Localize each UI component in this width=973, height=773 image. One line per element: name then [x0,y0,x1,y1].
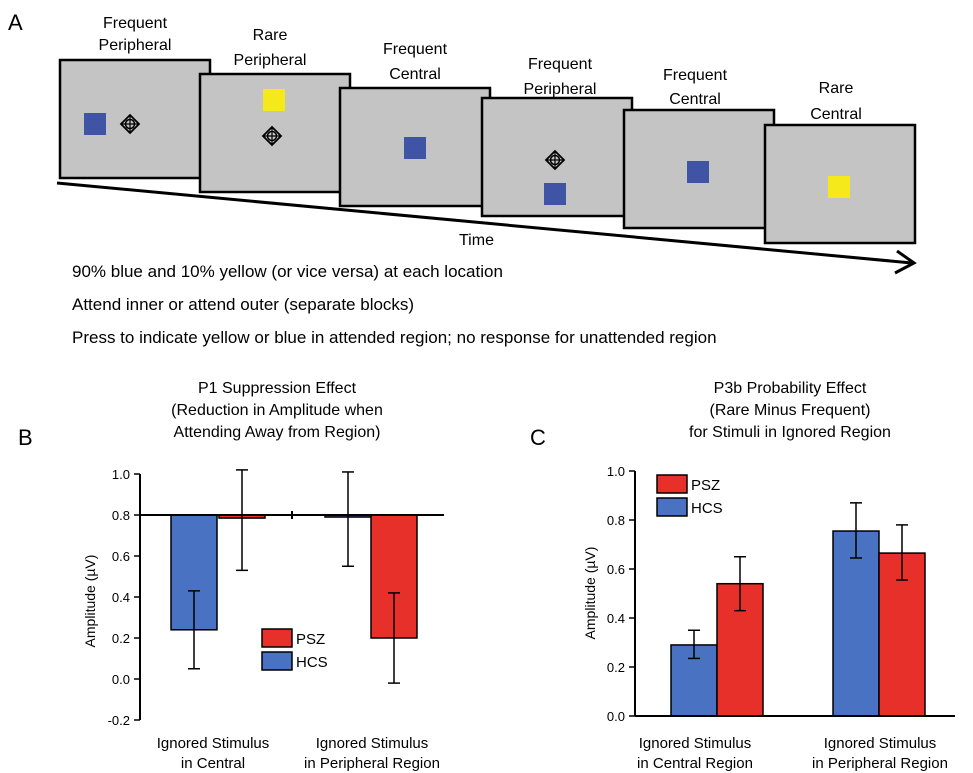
panel-c-ylabel: Amplitude (µV) [582,547,598,640]
bar-hcs [832,530,880,717]
error-bar-hcs [850,502,862,559]
screen-label-3-line-2: Central [389,66,441,83]
panel-c-title-3: for Stimuli in Ignored Region [689,424,891,441]
legend-label-hcs: HCS [296,654,328,671]
blue-square-stimulus [404,137,426,159]
y-tick-label: 0.4 [112,590,130,605]
trial-screen-3 [338,86,492,208]
trial-screen-6 [763,123,917,245]
error-bar-hcs [188,590,200,670]
y-tick-label: 0.8 [607,513,625,528]
y-tick-label: 0.6 [112,549,130,564]
legend-label-psz: PSZ [296,631,325,648]
time-label: Time [459,232,494,249]
error-bar-psz [896,524,908,581]
screen-label-2-line-2: Peripheral [234,52,307,69]
y-tick-label: 1.0 [112,467,130,482]
blue-square-stimulus [687,161,709,183]
y-tick-label: 0.0 [112,672,130,687]
y-tick-label: 0.8 [112,508,130,523]
panel-a-trial-sequence: A FrequentPeripheralRarePeripheralFreque… [8,10,917,347]
panel-c-letter: C [530,425,546,450]
note-1: 90% blue and 10% yellow (or vice versa) … [72,262,503,281]
screen-label-5-line-1: Frequent [663,67,728,84]
panel-b-letter: B [18,425,33,450]
blue-square-stimulus [544,183,566,205]
y-tick-label: 0.2 [607,660,625,675]
screen-frame [622,108,776,230]
yellow-square-stimulus [263,89,285,111]
screen-labels: Frequent Peripheral Rare Peripheral Frequent… [99,15,862,123]
panel-b-title-3: Attending Away from Region) [174,424,381,441]
x-category-label: Ignored Stimulus [157,735,270,752]
legend-swatch-hcs [261,651,293,671]
note-2: Attend inner or attend outer (separate b… [72,295,414,314]
x-category-label: in Peripheral Region [304,755,440,772]
error-bar-psz [236,469,248,572]
panel-b-title-2: (Reduction in Amplitude when [171,402,383,419]
panel-c-plot: 0.0 0.2 0.4 0.6 0.8 1.0 Ignored Stimulus in Cen… [607,464,955,772]
fixation-target-icon [261,125,283,147]
x-category-label: in Peripheral Region [812,755,948,772]
error-bar-hcs [342,471,354,567]
screen-label-3-line-1: Frequent [383,41,448,58]
trial-screen-1 [58,58,212,180]
panel-b-title-1: P1 Suppression Effect [198,380,357,397]
yellow-square-stimulus [828,176,850,198]
error-bar-psz [388,592,400,684]
y-tick-label: 0.0 [607,709,625,724]
note-3: Press to indicate yellow or blue in atte… [72,328,717,347]
panel-c-title-2: (Rare Minus Frequent) [710,402,871,419]
screen-label-6-line-2: Central [810,106,862,123]
legend-swatch-hcs [656,497,688,517]
trial-screen-5 [622,108,776,230]
screen-label-1-line-1: Frequent [103,15,168,32]
screen-label-2-line-1: Rare [253,27,288,44]
x-category-label: in Central Region [637,755,753,772]
panel-b-plot: -0.2 0.0 0.2 0.4 0.6 0.8 1.0 Ignored Stimulus in… [108,467,444,772]
error-bar-psz [734,556,746,612]
screen-label-6-line-1: Rare [819,80,854,97]
fixation-target-icon [544,149,566,171]
panel-b-ylabel: Amplitude (µV) [82,555,98,648]
screen-label-4-line-2: Peripheral [524,81,597,98]
fixation-target-icon [119,113,141,135]
screen-label-1-line-2: Peripheral [99,37,172,54]
trial-screen-4 [480,96,634,218]
legend-swatch-psz [261,628,293,648]
y-tick-label: -0.2 [108,713,130,728]
x-category-label: Ignored Stimulus [824,735,937,752]
panel-c-title-1: P3b Probability Effect [714,380,867,397]
blue-square-stimulus [84,113,106,135]
panel-b-p1-chart: B P1 Suppression Effect (Reduction in Am… [18,380,444,772]
y-tick-label: 0.2 [112,631,130,646]
trial-screen-2 [198,72,352,194]
y-tick-label: 1.0 [607,464,625,479]
y-tick-label: 0.6 [607,562,625,577]
screens-layer [58,58,917,245]
x-category-label: in Central [181,755,245,772]
screen-label-4-line-1: Frequent [528,56,593,73]
screen-label-5-line-2: Central [669,91,721,108]
y-tick-label: 0.4 [607,611,625,626]
x-category-label: Ignored Stimulus [316,735,429,752]
error-bar-hcs [688,629,700,660]
legend-label-psz: PSZ [691,477,720,494]
legend-label-hcs: HCS [691,500,723,517]
panel-c-p3b-chart: C P3b Probability Effect (Rare Minus Fre… [530,380,955,772]
time-arrow-head [894,249,917,275]
x-category-label: Ignored Stimulus [639,735,752,752]
legend-swatch-psz [656,474,688,494]
panel-a-letter: A [8,10,23,35]
time-arrow-line [56,181,913,265]
